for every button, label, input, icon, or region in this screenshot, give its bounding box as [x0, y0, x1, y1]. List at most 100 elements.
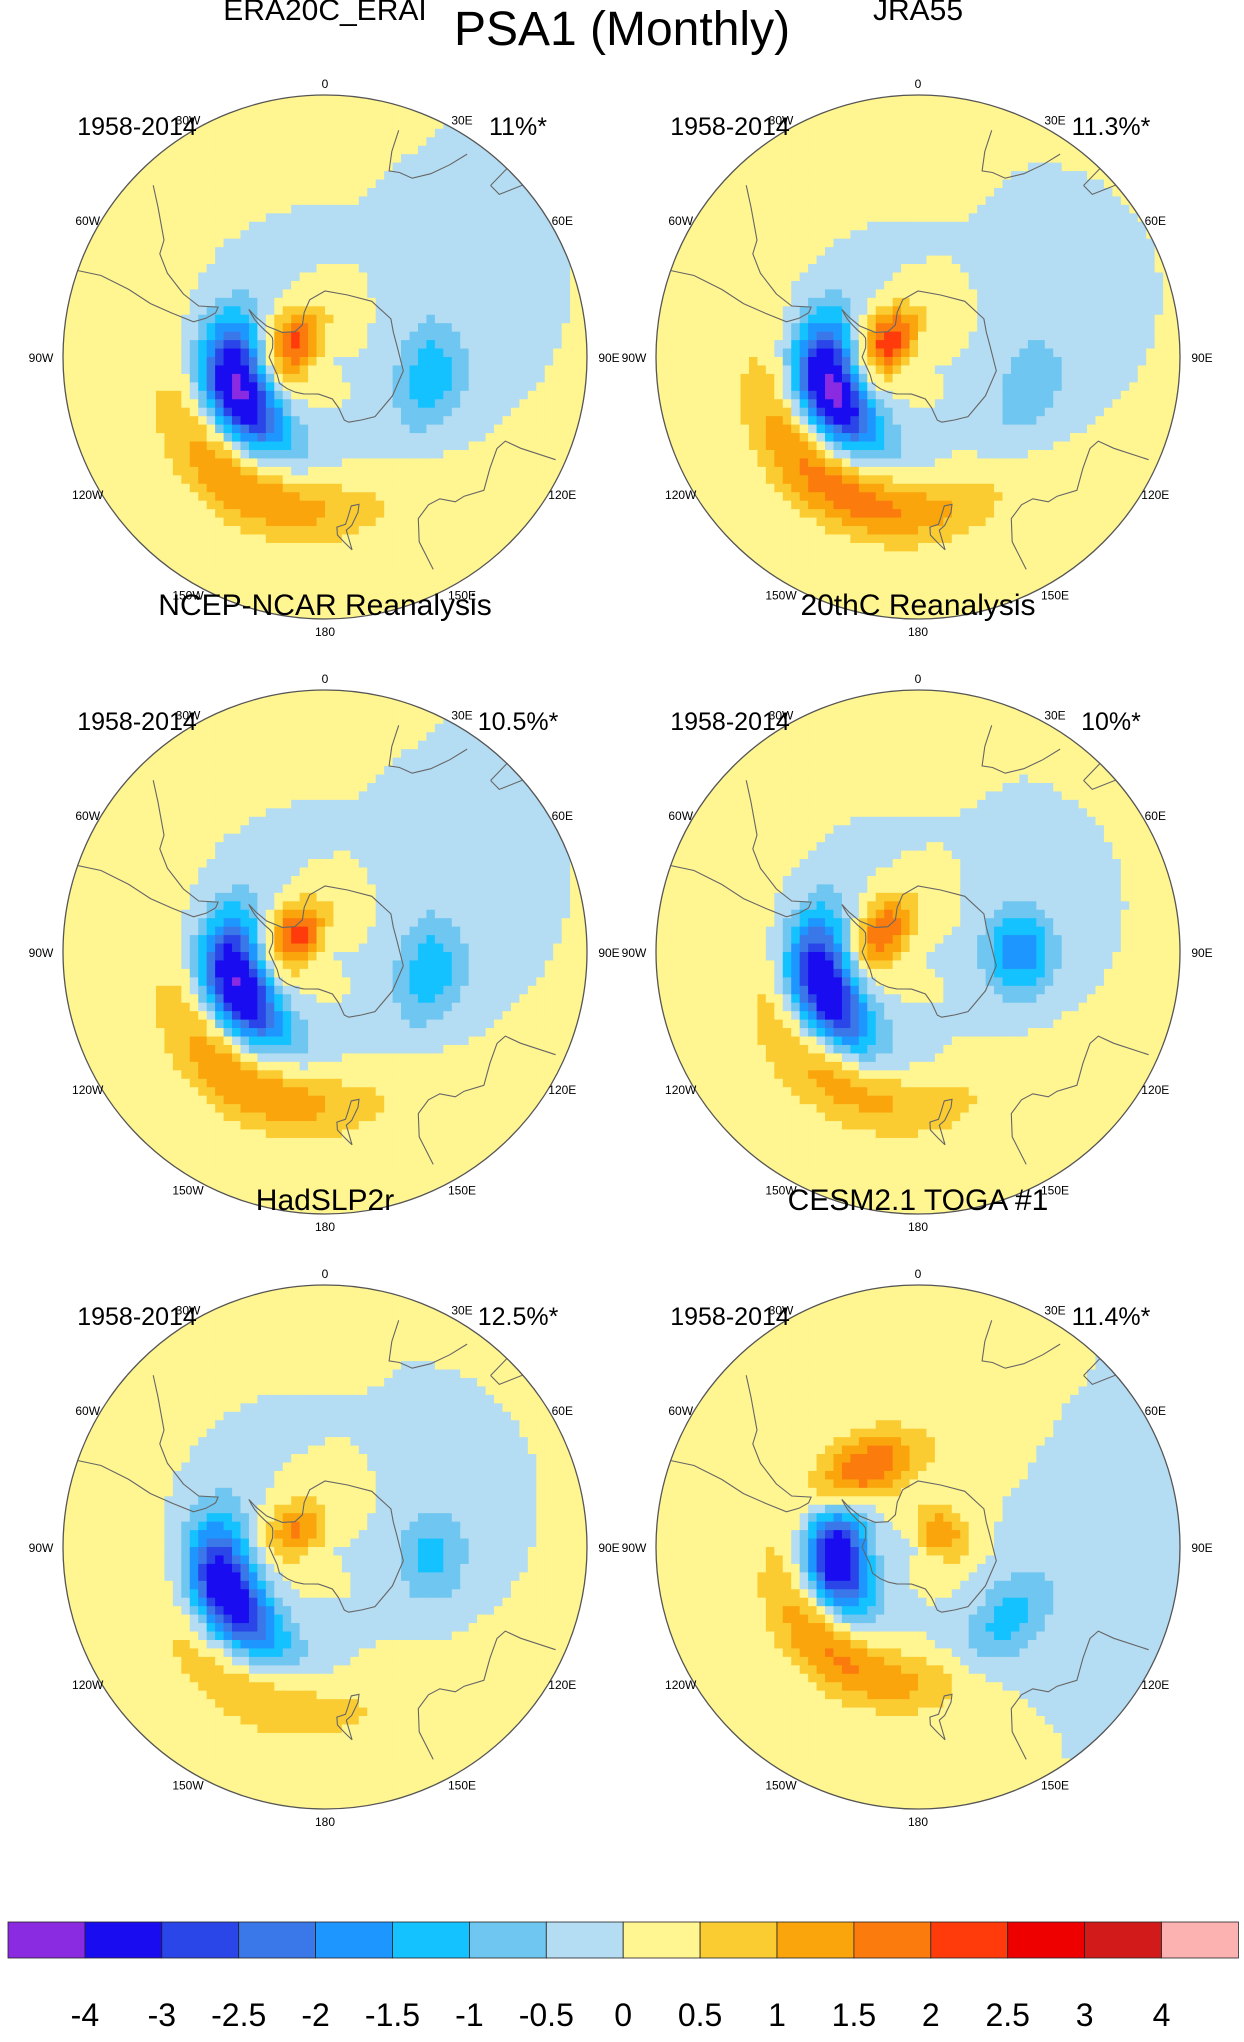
field-cell — [578, 323, 587, 333]
field-cell — [105, 483, 115, 493]
field-cell — [147, 213, 157, 223]
field-cell — [841, 255, 851, 265]
field-cell — [943, 137, 953, 147]
field-cell — [282, 475, 292, 485]
field-cell — [164, 323, 174, 333]
field-cell — [63, 365, 73, 375]
field-cell — [698, 255, 708, 265]
field-cell — [867, 517, 877, 527]
field-cell — [248, 103, 258, 113]
field-cell — [494, 466, 504, 476]
field-cell — [519, 221, 529, 231]
field-cell — [384, 534, 394, 544]
field-cell — [782, 145, 792, 155]
field-cell — [816, 247, 826, 257]
field-cell — [791, 373, 801, 383]
field-cell — [282, 610, 292, 619]
field-cell — [451, 314, 461, 324]
field-cell — [401, 526, 411, 536]
field-cell — [681, 357, 691, 367]
field-cell — [502, 416, 512, 426]
field-cell — [926, 272, 936, 282]
field-cell — [782, 238, 792, 248]
field-cell — [113, 306, 123, 316]
field-cell — [858, 340, 868, 350]
field-cell — [875, 137, 885, 147]
field-cell — [494, 289, 504, 299]
field-cell — [527, 297, 537, 307]
field-cell — [723, 483, 733, 493]
field-cell — [215, 441, 225, 451]
field-cell — [774, 559, 784, 569]
field-cell — [164, 542, 174, 552]
field-cell — [502, 517, 512, 527]
field-cell — [232, 171, 242, 181]
field-cell — [325, 559, 335, 569]
field-cell — [308, 458, 318, 468]
field-cell — [71, 407, 81, 417]
field-cell — [130, 357, 140, 367]
field-cell — [791, 348, 801, 358]
field-cell — [841, 196, 851, 206]
field-cell — [88, 399, 98, 409]
field-cell — [350, 492, 360, 502]
field-cell — [510, 331, 520, 341]
field-cell — [816, 475, 826, 485]
field-cell — [341, 171, 351, 181]
field-cell — [494, 475, 504, 485]
field-cell — [232, 238, 242, 248]
field-cell — [799, 399, 809, 409]
field-cell — [757, 534, 767, 544]
field-cell — [206, 314, 216, 324]
field-cell — [265, 247, 275, 257]
field-cell — [130, 314, 140, 324]
field-cell — [858, 111, 868, 121]
field-cell — [248, 264, 258, 274]
field-cell — [875, 196, 885, 206]
field-cell — [248, 247, 258, 257]
field-cell — [858, 331, 868, 341]
field-cell — [392, 357, 402, 367]
field-cell — [901, 373, 911, 383]
field-cell — [291, 390, 301, 400]
field-cell — [841, 593, 851, 603]
field-cell — [299, 187, 309, 198]
field-cell — [392, 466, 402, 476]
field-cell — [181, 280, 191, 290]
field-cell — [858, 483, 868, 493]
field-cell — [858, 399, 868, 409]
field-cell — [257, 399, 267, 409]
field-cell — [147, 458, 157, 468]
field-cell — [858, 441, 868, 451]
field-cell — [122, 534, 132, 544]
field-cell — [417, 247, 428, 257]
field-cell — [909, 297, 919, 307]
field-cell — [417, 255, 428, 265]
field-cell — [460, 179, 470, 189]
field-cell — [308, 593, 318, 603]
field-cell — [375, 230, 385, 240]
field-cell — [808, 213, 818, 223]
field-cell — [282, 128, 292, 138]
field-cell — [155, 196, 166, 206]
field-cell — [757, 154, 767, 164]
field-cell — [401, 306, 411, 316]
field-cell — [477, 230, 487, 240]
field-cell — [434, 179, 444, 189]
field-cell — [113, 458, 123, 468]
field-cell — [257, 255, 267, 265]
field-cell — [232, 382, 242, 392]
field-cell — [706, 323, 716, 333]
field-cell — [468, 247, 478, 257]
field-cell — [113, 390, 123, 400]
field-cell — [451, 551, 461, 561]
field-cell — [215, 433, 225, 443]
field-cell — [248, 568, 258, 578]
field-cell — [841, 500, 851, 510]
field-cell — [155, 458, 166, 468]
field-cell — [825, 314, 835, 324]
field-cell — [325, 475, 335, 485]
field-cell — [494, 323, 504, 333]
field-cell — [740, 399, 750, 409]
field-cell — [748, 382, 759, 392]
